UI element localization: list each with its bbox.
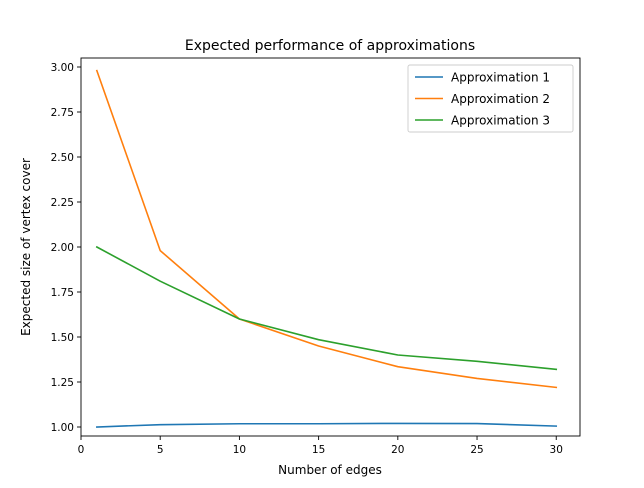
series-line-approximation-1 [96, 422, 558, 428]
x-axis-label: Number of edges [278, 463, 382, 477]
legend-label: Approximation 1 [451, 71, 550, 85]
x-tick-label: 25 [470, 444, 483, 456]
x-tick-label: 10 [233, 444, 246, 456]
legend-box [407, 64, 574, 133]
y-tick-label: 3.00 [51, 62, 74, 74]
series-line-approximation-2 [95, 69, 558, 389]
legend-label: Approximation 2 [451, 92, 550, 106]
x-tick-label: 0 [78, 444, 85, 456]
y-tick-label: 2.25 [51, 197, 74, 209]
y-tick-label: 1.00 [51, 422, 74, 434]
plot-area [95, 69, 558, 428]
x-tick-label: 30 [550, 444, 563, 456]
x-axis: 0 5 10 15 20 25 30 [78, 436, 563, 456]
y-axis-label: Expected size of vertex cover [19, 158, 33, 336]
legend: Approximation 1 Approximation 2 Approximat… [407, 64, 574, 133]
x-tick-label: 15 [312, 444, 325, 456]
y-axis: 1.00 1.25 1.50 1.75 2.00 2.25 2.50 2.75 3.00 [51, 62, 81, 434]
x-tick-label: 20 [391, 444, 404, 456]
legend-label: Approximation 3 [451, 114, 550, 128]
y-tick-label: 1.25 [51, 377, 74, 389]
chart-title: Expected performance of approximations [185, 38, 475, 54]
series-line-approximation-3 [95, 245, 558, 371]
y-tick-label: 1.75 [51, 287, 74, 299]
y-tick-label: 1.50 [51, 332, 74, 344]
x-tick-label: 5 [157, 444, 164, 456]
y-tick-label: 2.75 [51, 107, 74, 119]
y-tick-label: 2.00 [51, 242, 74, 254]
y-tick-label: 2.50 [51, 152, 74, 164]
